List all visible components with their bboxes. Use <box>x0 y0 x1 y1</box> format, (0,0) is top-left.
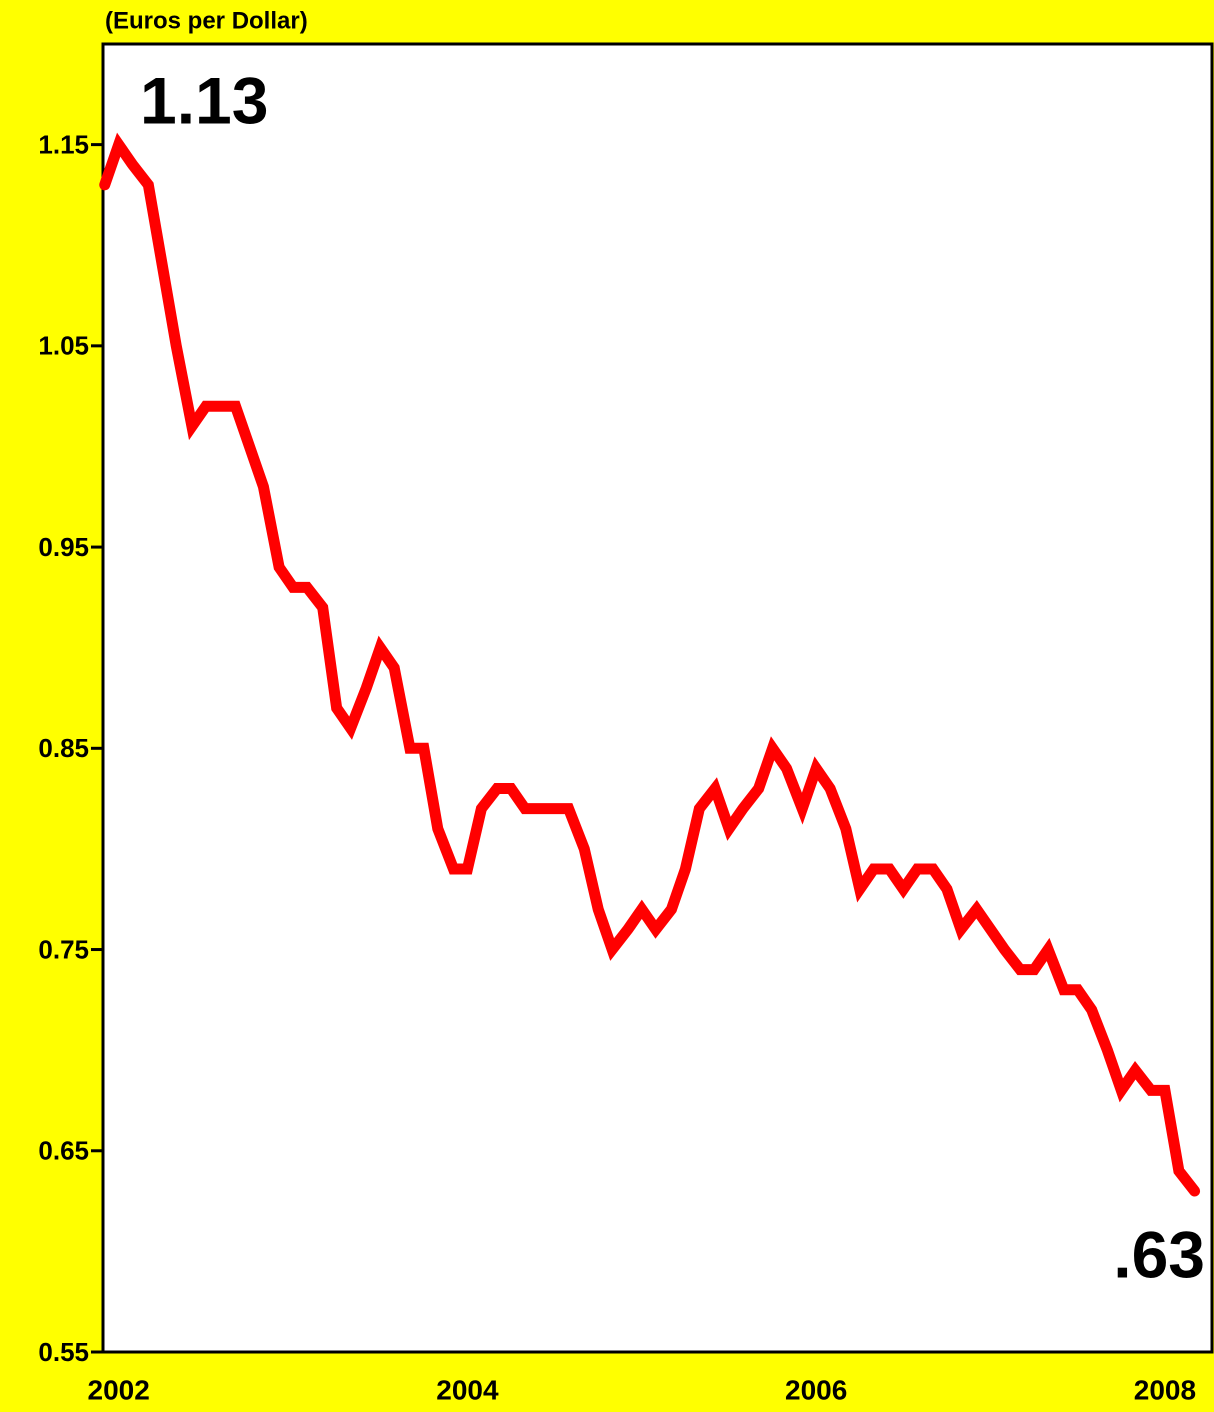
annotation: .63 <box>1113 1217 1205 1291</box>
y-tick-label: 0.85 <box>38 733 89 763</box>
x-tick-label: 2004 <box>436 1374 499 1405</box>
y-tick-label: 0.75 <box>38 934 89 964</box>
y-axis-label: (Euros per Dollar) <box>105 7 308 34</box>
y-tick-label: 0.95 <box>38 532 89 562</box>
line <box>99 132 1201 1197</box>
annotation: 1.13 <box>140 63 268 137</box>
x-tick-label: 2002 <box>88 1374 150 1405</box>
y-tick-label: 1.15 <box>38 129 89 159</box>
y-tick-label: 0.65 <box>38 1136 89 1166</box>
plot-area <box>101 42 1214 1354</box>
y-tick-label: 0.55 <box>38 1337 89 1367</box>
y-tick-label: 1.05 <box>38 331 89 361</box>
x-tick-label: 2008 <box>1134 1374 1196 1405</box>
x-tick-label: 2006 <box>785 1374 847 1405</box>
